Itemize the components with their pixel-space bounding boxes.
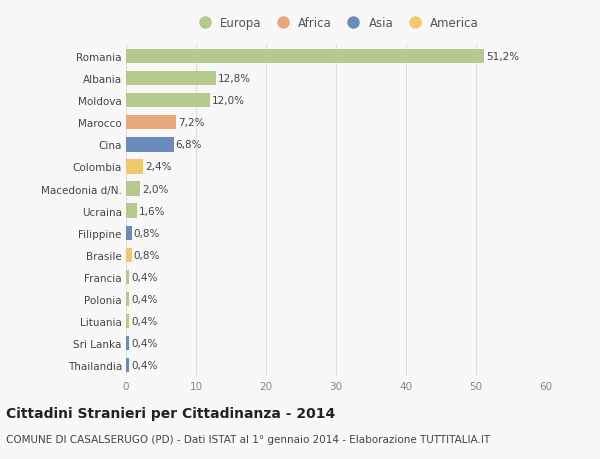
Text: 2,4%: 2,4%: [145, 162, 172, 172]
Bar: [126, 358, 129, 373]
Text: 0,4%: 0,4%: [131, 316, 157, 326]
Bar: [126, 204, 137, 218]
Text: 12,0%: 12,0%: [212, 96, 245, 106]
Text: 2,0%: 2,0%: [142, 184, 169, 194]
Text: 6,8%: 6,8%: [176, 140, 202, 150]
Text: COMUNE DI CASALSERUGO (PD) - Dati ISTAT al 1° gennaio 2014 - Elaborazione TUTTIT: COMUNE DI CASALSERUGO (PD) - Dati ISTAT …: [6, 434, 490, 444]
Bar: [126, 72, 215, 86]
Text: 0,8%: 0,8%: [134, 250, 160, 260]
Bar: [126, 270, 129, 285]
Text: Cittadini Stranieri per Cittadinanza - 2014: Cittadini Stranieri per Cittadinanza - 2…: [6, 406, 335, 420]
Bar: [126, 160, 143, 174]
Text: 0,8%: 0,8%: [134, 228, 160, 238]
Text: 0,4%: 0,4%: [131, 360, 157, 370]
Bar: [126, 314, 129, 329]
Text: 51,2%: 51,2%: [487, 52, 520, 62]
Bar: [126, 226, 131, 241]
Bar: [126, 182, 140, 196]
Bar: [126, 116, 176, 130]
Bar: [126, 336, 129, 351]
Text: 0,4%: 0,4%: [131, 294, 157, 304]
Text: 12,8%: 12,8%: [218, 74, 251, 84]
Text: 0,4%: 0,4%: [131, 272, 157, 282]
Bar: [126, 138, 173, 152]
Bar: [126, 94, 210, 108]
Bar: [126, 50, 484, 64]
Text: 7,2%: 7,2%: [179, 118, 205, 128]
Legend: Europa, Africa, Asia, America: Europa, Africa, Asia, America: [190, 13, 482, 34]
Bar: [126, 292, 129, 307]
Text: 1,6%: 1,6%: [139, 206, 166, 216]
Text: 0,4%: 0,4%: [131, 338, 157, 348]
Bar: [126, 248, 131, 263]
